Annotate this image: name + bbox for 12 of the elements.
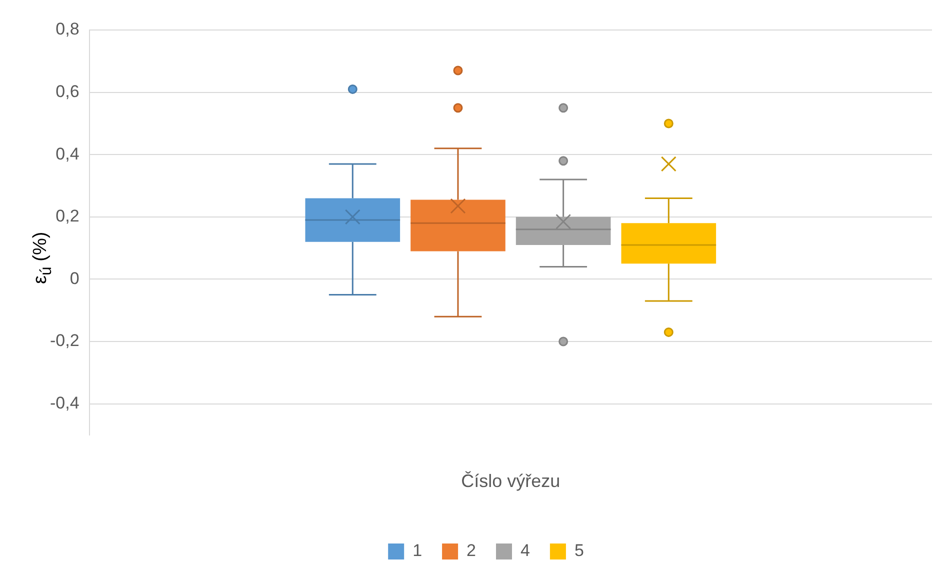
y-tick-label: 0 xyxy=(70,268,80,288)
y-tick-label: -0,2 xyxy=(50,331,80,350)
y-tick-label: -0,4 xyxy=(50,394,80,413)
legend-label: 4 xyxy=(520,541,530,560)
y-tick-label: 0,6 xyxy=(56,82,80,101)
y-tick-label: 0,4 xyxy=(56,144,80,164)
legend-label: 1 xyxy=(412,541,422,560)
legend-label: 5 xyxy=(574,541,584,560)
y-tick-label: 0,8 xyxy=(56,20,80,39)
x-axis-title: Číslo výřezu xyxy=(461,471,560,492)
legend-label: 2 xyxy=(466,541,476,560)
y-tick-label: 0,2 xyxy=(56,206,80,226)
